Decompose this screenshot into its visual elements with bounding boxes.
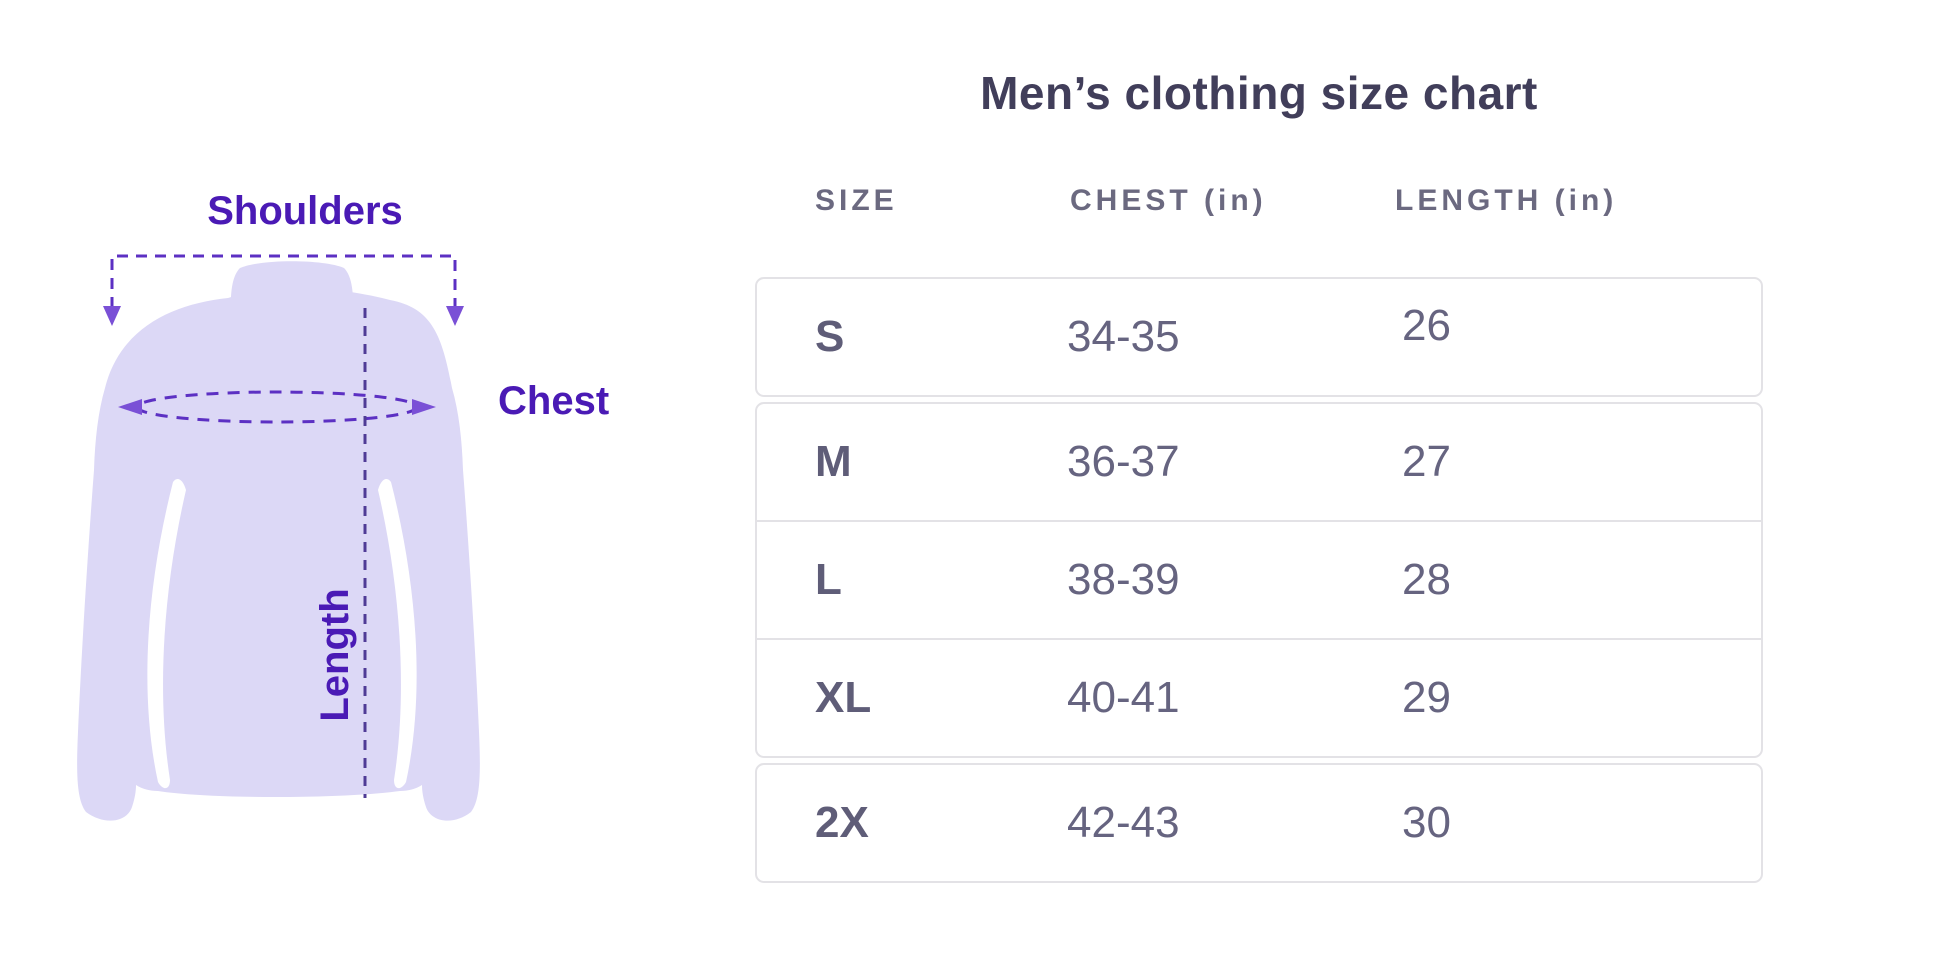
chest-cell: 38-39 (1067, 555, 1180, 604)
length-cell: 28 (1402, 555, 1451, 604)
table-row-group: 2X 42-43 30 (755, 763, 1763, 883)
length-cell: 30 (1402, 798, 1451, 847)
table-row-group: S 34-35 26 (755, 277, 1763, 397)
sleeve-gap-right (378, 478, 417, 789)
size-cell: M (815, 437, 852, 486)
chest-cell: 36-37 (1067, 437, 1180, 486)
arrow-right-icon (412, 399, 436, 415)
length-cell: 27 (1402, 437, 1451, 486)
size-cell: S (815, 312, 845, 361)
column-header-length: LENGTH (in) (1395, 184, 1618, 217)
chest-cell: 42-43 (1067, 798, 1180, 847)
table-header-row: SIZE CHEST (in) LENGTH (in) (755, 186, 1763, 222)
chest-cell: 34-35 (1067, 312, 1180, 361)
table-row: M 36-37 27 (757, 404, 1761, 520)
column-header-chest: CHEST (in) (1070, 184, 1267, 217)
shoulders-measure-bracket (110, 254, 457, 308)
size-cell: XL (815, 673, 872, 722)
page-title: Men’s clothing size chart (980, 67, 1538, 119)
size-cell: 2X (815, 798, 869, 847)
size-table-body: S 34-35 26 M 36-37 27 L 38-39 28 XL 40-41 29 2X 42-43… (755, 277, 1763, 888)
length-cell: 26 (1402, 301, 1451, 350)
arrow-down-right-icon (446, 306, 464, 326)
table-row: L 38-39 28 (757, 520, 1761, 638)
arrow-left-icon (118, 399, 142, 415)
shirt-silhouette (77, 287, 480, 821)
table-row: S 34-35 26 (757, 279, 1761, 395)
size-cell: L (815, 555, 842, 604)
chest-label: Chest (498, 379, 609, 423)
length-label: Length (313, 588, 357, 721)
shirt-measurement-diagram: Shoulders Chest Length (77, 189, 609, 821)
chest-cell: 40-41 (1067, 673, 1180, 722)
table-row-group: M 36-37 27 L 38-39 28 XL 40-41 29 (755, 402, 1763, 758)
shoulders-label: Shoulders (207, 189, 403, 233)
table-row: 2X 42-43 30 (757, 765, 1761, 881)
table-row: XL 40-41 29 (757, 638, 1761, 756)
arrow-down-left-icon (103, 306, 121, 326)
sleeve-gap-left (147, 478, 186, 789)
length-cell: 29 (1402, 673, 1451, 722)
column-header-size: SIZE (815, 184, 898, 217)
